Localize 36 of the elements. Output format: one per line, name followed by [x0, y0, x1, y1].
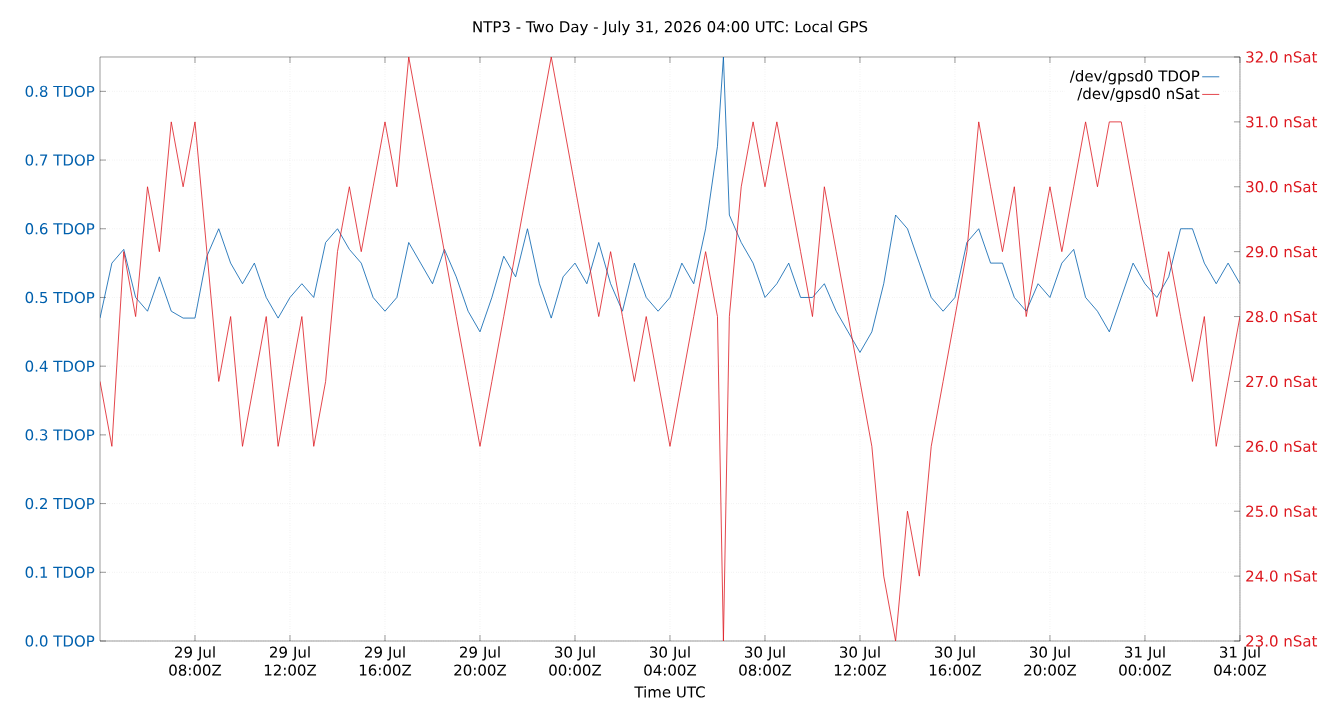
legend-label: /dev/gpsd0 TDOP: [1069, 69, 1200, 85]
x-tick-label: 30 Jul 12:00Z: [834, 646, 887, 676]
y-tick-label: 0.0 TDOP: [25, 635, 95, 647]
y2-tick-label: 26.0 nSat: [1246, 440, 1318, 453]
x-axis-title: Time UTC: [634, 686, 705, 698]
x-tick-label: 30 Jul 16:00Z: [929, 646, 982, 676]
y2-tick-label: 24.0 nSat: [1246, 570, 1318, 582]
x-tick-label: 30 Jul 20:00Z: [1024, 646, 1077, 676]
x-tick-label: 30 Jul 08:00Z: [739, 646, 792, 676]
y2-tick-label: 28.0 nSat: [1246, 310, 1318, 323]
y2-tick-label: 29.0 nSat: [1246, 245, 1318, 258]
x-tick-label: 30 Jul 04:00Z: [644, 646, 697, 676]
legend-label: /dev/gpsd0 nSat: [1077, 87, 1200, 103]
line-series: [100, 57, 1240, 641]
x-tick-label: 29 Jul 20:00Z: [454, 646, 507, 676]
y-tick-label: 0.3 TDOP: [25, 429, 95, 441]
y-tick-label: 0.5 TDOP: [25, 291, 95, 304]
x-tick-label: 30 Jul 00:00Z: [549, 646, 602, 676]
y2-tick-label: 23.0 nSat: [1246, 635, 1318, 647]
x-tick-label: 29 Jul 12:00Z: [264, 646, 317, 676]
y-tick-label: 0.7 TDOP: [25, 154, 95, 166]
chart-title: NTP3 - Two Day - July 31, 2026 04:00 UTC: Local GPS: [473, 20, 868, 36]
y2-tick-label: 32.0 nSat: [1246, 51, 1318, 63]
y2-tick-label: 31.0 nSat: [1246, 116, 1318, 128]
y-tick-label: 0.8 TDOP: [25, 85, 95, 98]
y-tick-label: 0.1 TDOP: [25, 566, 95, 578]
y2-tick-label: 27.0 nSat: [1246, 375, 1318, 388]
y-tick-label: 0.6 TDOP: [25, 223, 95, 235]
y2-tick-label: 30.0 nSat: [1246, 181, 1318, 193]
x-tick-label: 29 Jul 08:00Z: [169, 646, 222, 676]
x-tick-label: 31 Jul 00:00Z: [1119, 646, 1172, 676]
y-tick-label: 0.4 TDOP: [25, 360, 95, 372]
x-tick-label: 31 Jul 04:00Z: [1214, 646, 1267, 676]
y2-tick-label: 25.0 nSat: [1246, 505, 1318, 517]
y-tick-label: 0.2 TDOP: [25, 497, 95, 510]
x-tick-label: 29 Jul 16:00Z: [359, 646, 412, 676]
